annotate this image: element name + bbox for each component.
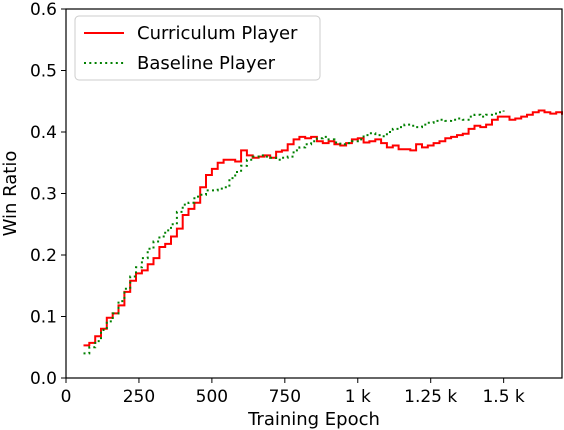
- x-axis-label: Training Epoch: [247, 409, 380, 430]
- y-tick-label: 0.3: [30, 185, 57, 205]
- series-layer: [83, 109, 563, 355]
- x-tick-label: 500: [196, 387, 228, 407]
- y-axis: 0.0 0.1 0.2 0.3 0.4 0.5 0.6: [30, 0, 66, 389]
- x-axis: 0 250 500 750 1 k 1.25 k 1.5 k: [61, 378, 525, 407]
- x-tick-label: 750: [269, 387, 301, 407]
- series-line-0: [83, 109, 563, 347]
- y-tick-label: 0.6: [30, 0, 57, 20]
- y-axis-label: Win Ratio: [0, 151, 21, 237]
- legend-box: [74, 15, 321, 81]
- y-tick-label: 0.5: [30, 62, 57, 82]
- legend-label-0: Curriculum Player: [137, 23, 298, 44]
- x-tick-label: 1 k: [345, 387, 371, 407]
- x-tick-label: 0: [61, 387, 72, 407]
- y-tick-label: 0.2: [30, 246, 57, 266]
- x-tick-label: 1.25 k: [404, 387, 457, 407]
- y-tick-label: 0.1: [30, 308, 57, 328]
- legend: Curriculum Player Baseline Player: [74, 15, 321, 81]
- x-tick-label: 1.5 k: [482, 387, 524, 407]
- series-line-1: [83, 110, 505, 355]
- y-tick-label: 0.4: [30, 123, 57, 143]
- x-tick-label: 250: [123, 387, 155, 407]
- y-tick-label: 0.0: [30, 369, 57, 389]
- legend-label-1: Baseline Player: [137, 53, 276, 74]
